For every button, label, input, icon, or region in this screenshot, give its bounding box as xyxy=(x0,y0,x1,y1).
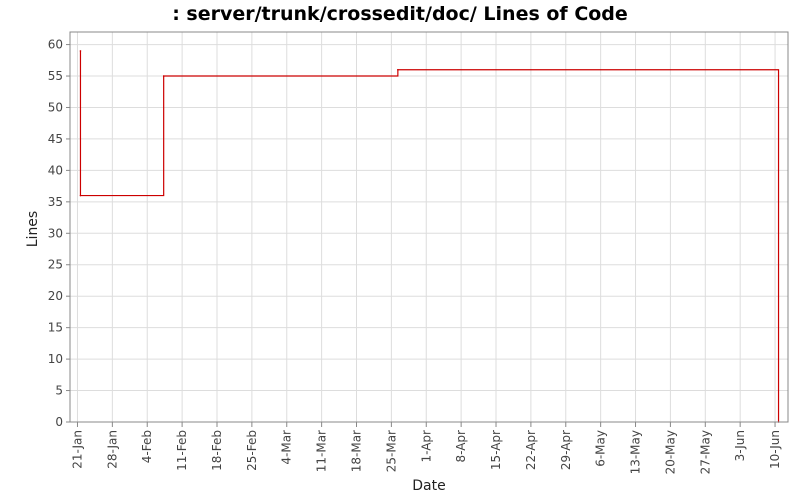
data-point xyxy=(79,194,82,197)
x-tick-label: 4-Mar xyxy=(280,430,294,465)
plot-area xyxy=(70,32,788,422)
x-tick-label: 29-Apr xyxy=(559,430,573,470)
y-tick-label: 35 xyxy=(48,195,63,209)
y-axis: 0 5 10 15 20 25 30 35 40 45 50 55 60 xyxy=(48,38,70,429)
x-tick-label: 28-Jan xyxy=(105,430,119,469)
x-tick-label: 18-Mar xyxy=(350,430,364,472)
x-tick-label: 13-May xyxy=(629,430,643,474)
y-tick-label: 50 xyxy=(48,100,63,114)
data-point xyxy=(79,50,82,52)
y-axis-label: Lines xyxy=(25,211,41,247)
x-tick-label: 25-Feb xyxy=(245,430,259,471)
y-tick-label: 60 xyxy=(48,38,63,52)
chart-title: : server/trunk/crossedit/doc/ Lines of C… xyxy=(172,3,628,25)
x-tick-label: 18-Feb xyxy=(210,430,224,471)
y-tick-label: 45 xyxy=(48,132,63,146)
series-layer xyxy=(79,50,780,423)
y-tick-label: 0 xyxy=(55,415,63,429)
x-tick-label: 11-Mar xyxy=(315,430,329,472)
x-tick-label: 6-May xyxy=(594,430,608,467)
x-tick-label: 27-May xyxy=(698,430,712,474)
x-tick-label: 4-Feb xyxy=(140,430,154,463)
x-tick-label: 3-Jun xyxy=(733,430,747,461)
x-tick-label: 1-Apr xyxy=(419,430,433,463)
x-axis: 21-Jan 28-Jan 4-Feb 11-Feb 18-Feb 25-Feb 4-Mar… xyxy=(70,422,782,474)
y-tick-label: 40 xyxy=(48,163,63,177)
y-tick-label: 5 xyxy=(55,384,63,398)
x-tick-label: 22-Apr xyxy=(524,430,538,470)
x-tick-label: 10-Jun xyxy=(768,430,782,469)
x-tick-label: 11-Feb xyxy=(175,430,189,471)
y-tick-label: 20 xyxy=(48,289,63,303)
x-tick-label: 21-Jan xyxy=(70,430,84,469)
data-point xyxy=(397,68,399,71)
y-tick-label: 10 xyxy=(48,352,63,366)
x-axis-label: Date xyxy=(412,478,445,494)
plot-border xyxy=(69,31,789,423)
y-tick-label: 25 xyxy=(48,258,63,272)
x-tick-label: 20-May xyxy=(663,430,677,474)
x-tick-label: 25-Mar xyxy=(384,430,398,472)
y-tick-label: 30 xyxy=(48,226,63,240)
data-point xyxy=(162,75,165,77)
y-tick-label: 15 xyxy=(48,321,63,335)
x-tick-label: 8-Apr xyxy=(454,430,468,463)
series-line xyxy=(79,50,780,422)
y-tick-label: 55 xyxy=(48,69,63,83)
x-tick-label: 15-Apr xyxy=(489,430,503,470)
